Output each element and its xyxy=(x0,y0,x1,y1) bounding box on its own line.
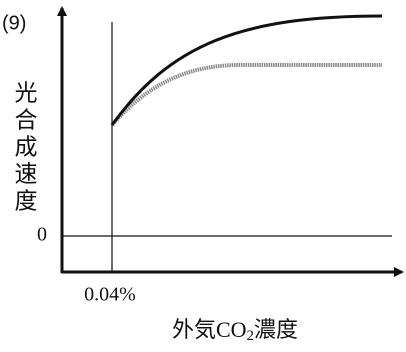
y-label-char: 合 xyxy=(15,107,38,132)
x-label-part: 外気CO xyxy=(172,317,247,342)
y-axis-label: 光 合 成 速 度 xyxy=(15,80,38,213)
x-label-part: 濃度 xyxy=(254,317,298,342)
zero-label: 0 xyxy=(37,224,47,246)
gray-curve xyxy=(110,63,382,127)
y-label-char: 光 xyxy=(15,80,38,105)
x-marker-label: 0.04% xyxy=(84,284,136,306)
x-axis-label: 外気CO2濃度 xyxy=(172,317,298,344)
y-label-char: 度 xyxy=(15,188,38,213)
y-label-char: 成 xyxy=(15,134,38,159)
x-label-subscript: 2 xyxy=(247,328,255,344)
y-label-char: 速 xyxy=(15,161,38,186)
black-curve xyxy=(110,14,383,126)
problem-number: (9) xyxy=(2,12,26,34)
